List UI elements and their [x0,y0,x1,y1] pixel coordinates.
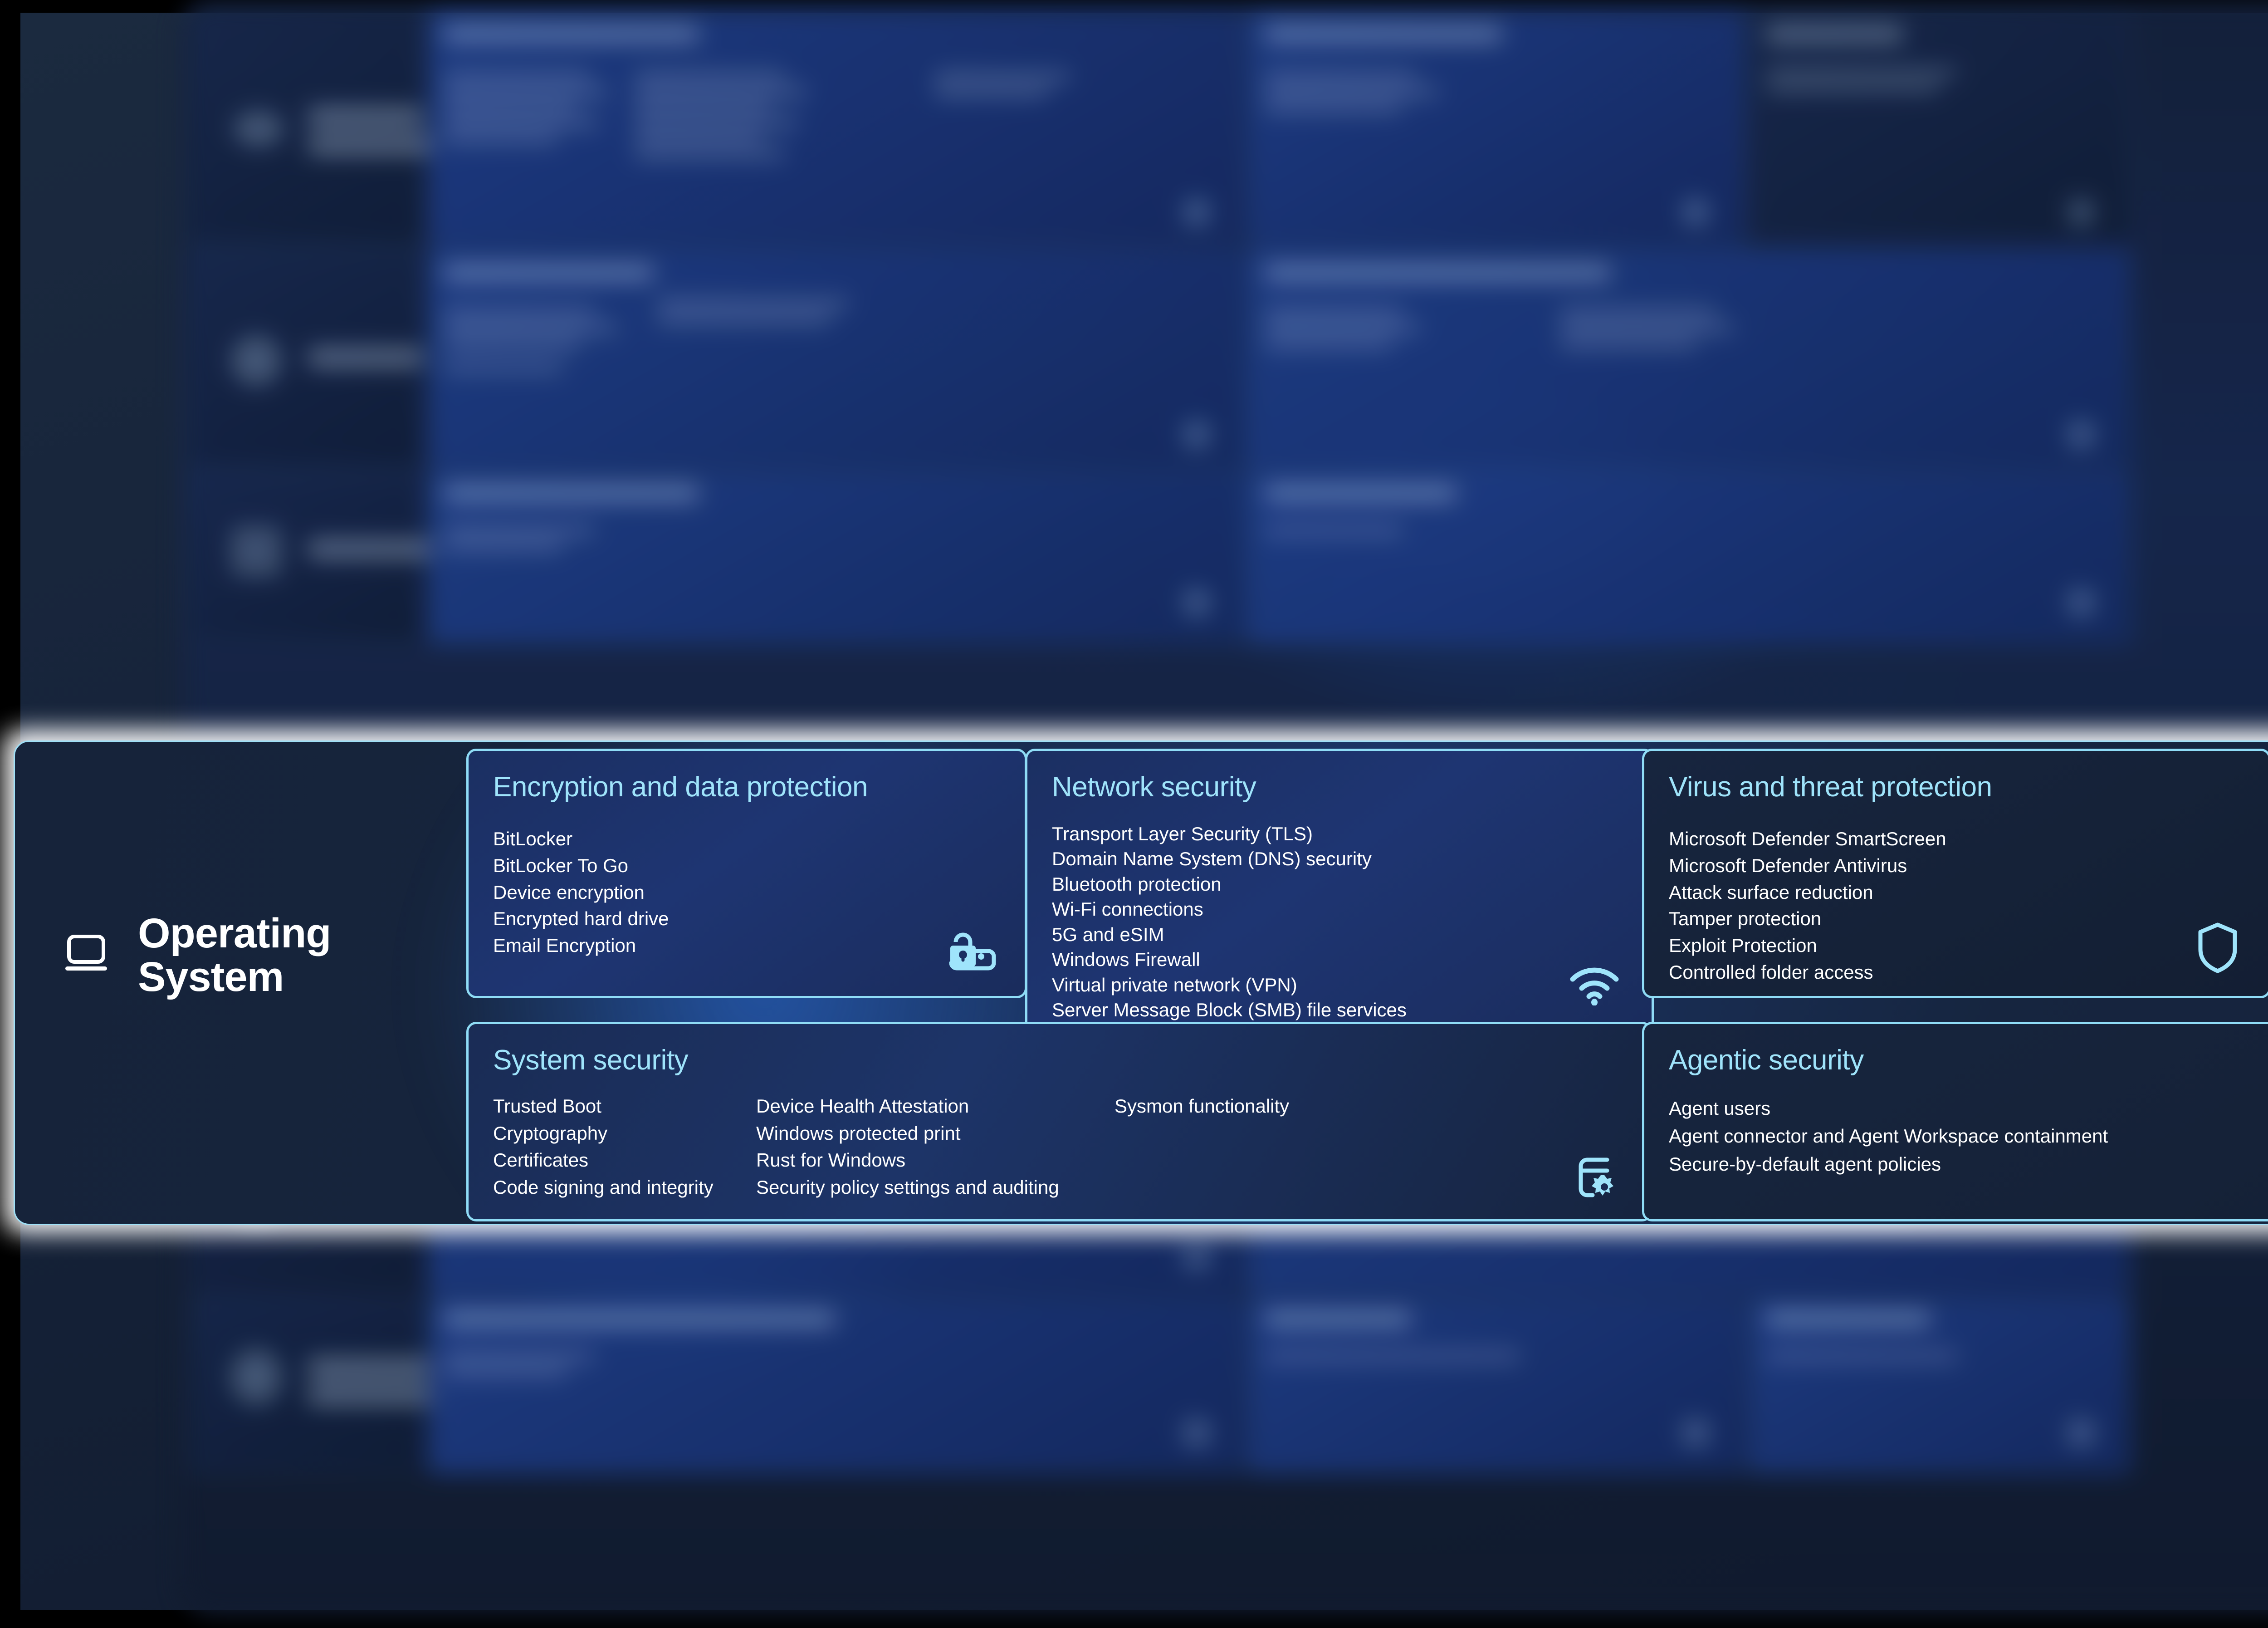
list-item: BitLocker To Go [493,854,629,876]
card-title: Virus and threat protection [1669,771,1992,803]
card-virus-and-threat-protection[interactable]: Virus and threat protection Microsoft De… [1642,749,2268,998]
list-item: Device encryption [493,881,645,903]
list-item: Code signing and integrity [493,1176,714,1198]
laptop-icon [64,935,114,976]
list-item: Microsoft Defender Antivirus [1669,854,1907,876]
list-item: Windows protected print [756,1122,961,1144]
list-item: BitLocker [493,828,573,849]
list-item: Domain Name System (DNS) security [1052,848,1372,870]
list-item: Bluetooth protection [1052,873,1222,895]
card-title: System security [493,1044,689,1076]
list-item: Wi-Fi connections [1052,898,1203,920]
card-feature-list: BitLocker BitLocker To Go Device encrypt… [493,826,1000,959]
list-item: Exploit Protection [1669,935,1817,956]
card-feature-list: Agent users Agent connector and Agent Wo… [1669,1094,2268,1178]
list-item: Windows Firewall [1052,949,1200,971]
lock-drive-icon [946,928,999,976]
list-item: Cryptography [493,1122,608,1144]
list-item: Security policy settings and auditing [756,1176,1059,1198]
list-item: Device Health Attestation [756,1095,969,1117]
list-item: Agent connector and Agent Workspace cont… [1669,1125,2108,1147]
card-title: Agentic security [1669,1044,1864,1076]
list-item: Email Encryption [493,935,636,956]
card-title: Encryption and data protection [493,771,868,803]
list-item: Trusted Boot [493,1095,601,1117]
card-system-security[interactable]: System security Trusted Boot Cryptograph… [466,1022,1652,1221]
card-feature-list: Microsoft Defender SmartScreen Microsoft… [1669,826,2244,986]
list-item: Secure-by-default agent policies [1669,1153,1941,1175]
list-item: Virtual private network (VPN) [1052,974,1297,995]
list-item: Rust for Windows [756,1149,906,1171]
list-item: 5G and eSIM [1052,923,1164,945]
list-item: Attack surface reduction [1669,881,1873,903]
list-item: Controlled folder access [1669,961,1873,983]
list-item: Transport Layer Security (TLS) [1052,823,1313,844]
list-item: Tamper protection [1669,908,1822,930]
layer-title-line-1: Operating [138,910,331,956]
system-security-column-3: Sysmon functionality [1114,1093,1387,1201]
card-feature-list: Transport Layer Security (TLS) Domain Na… [1052,821,1627,1023]
layer-title-line-2: System [138,953,284,1000]
list-item: Agent users [1669,1098,1771,1119]
layer-label-operating-system: Operating System [64,912,331,999]
server-gear-icon [1575,1154,1620,1203]
shield-icon [2197,922,2239,975]
list-item: Microsoft Defender SmartScreen [1669,828,1946,849]
list-item: Server Message Block (SMB) file services [1052,999,1407,1021]
list-item: Sysmon functionality [1114,1095,1290,1117]
list-item: Certificates [493,1149,589,1171]
wifi-icon [1569,964,1620,1008]
card-agentic-security[interactable]: Agentic security Agent users Agent conne… [1642,1022,2268,1221]
card-encryption-and-data-protection[interactable]: Encryption and data protection BitLocker… [466,749,1027,998]
card-network-security[interactable]: Network security Transport Layer Securit… [1025,749,1654,1034]
system-security-column-2: Device Health Attestation Windows protec… [756,1093,1114,1201]
list-item: Encrypted hard drive [493,908,669,930]
card-title: Network security [1052,771,1256,803]
system-security-column-1: Trusted Boot Cryptography Certificates C… [493,1093,756,1201]
